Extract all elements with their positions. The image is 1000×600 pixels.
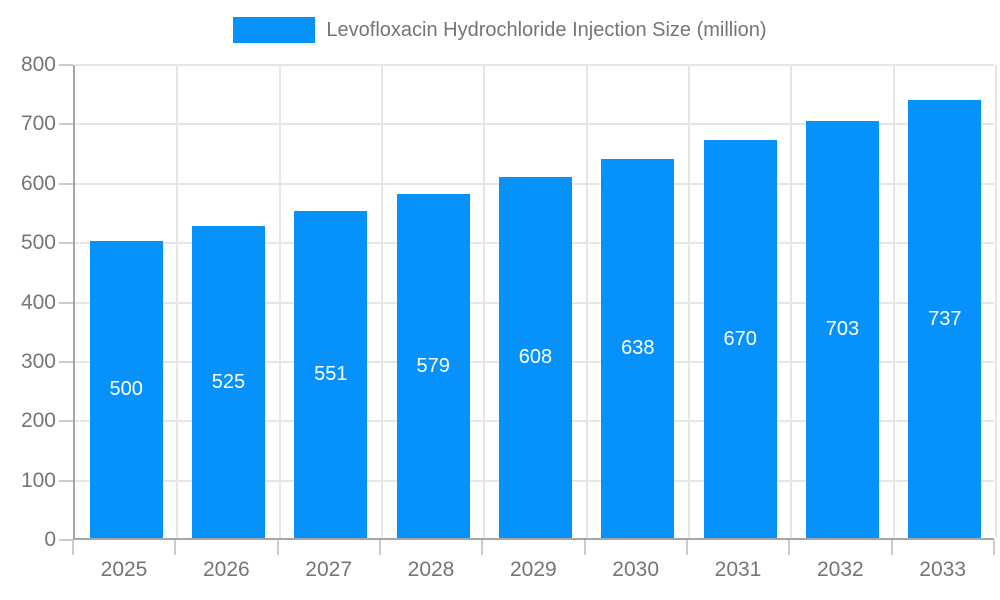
x-axis-tick bbox=[686, 540, 688, 555]
x-axis-tick bbox=[583, 540, 586, 555]
legend: Levofloxacin Hydrochloride Injection Siz… bbox=[0, 17, 1000, 43]
bar-value-label: 500 bbox=[109, 378, 143, 401]
x-axis-tick-label: 2030 bbox=[612, 558, 660, 581]
bar: 551 bbox=[294, 210, 368, 538]
x-axis-tick bbox=[174, 540, 177, 555]
y-axis-tick-label: 400 bbox=[20, 290, 56, 314]
gridline-vertical bbox=[585, 65, 588, 538]
x-axis-tick bbox=[379, 540, 381, 555]
x-axis-tick bbox=[890, 540, 893, 555]
bar: 638 bbox=[601, 159, 675, 538]
bar: 500 bbox=[89, 241, 163, 538]
y-axis-tick-label: 500 bbox=[20, 231, 56, 255]
bar-value-label: 638 bbox=[621, 337, 655, 360]
y-axis-tick bbox=[59, 479, 73, 482]
x-axis-tick-label: 2027 bbox=[305, 558, 353, 581]
y-axis-tick-label: 100 bbox=[20, 468, 56, 492]
gridline-vertical bbox=[483, 65, 486, 538]
bar: 525 bbox=[191, 226, 266, 538]
bar: 703 bbox=[805, 120, 880, 538]
legend-swatch-icon bbox=[233, 17, 316, 43]
y-axis-tick bbox=[59, 64, 73, 66]
gridline-vertical bbox=[995, 65, 997, 538]
bar-value-label: 670 bbox=[723, 327, 757, 350]
y-axis-tick bbox=[59, 301, 73, 304]
plot-area: 500 525 551 579 608 638 670 703 737 bbox=[73, 64, 997, 540]
x-axis-tick-label: 2029 bbox=[509, 558, 557, 581]
y-axis-tick bbox=[59, 242, 73, 245]
x-axis-tick-label: 2032 bbox=[816, 558, 864, 581]
y-axis-tick-label: 600 bbox=[20, 171, 56, 195]
y-axis-tick bbox=[59, 182, 73, 185]
bar: 579 bbox=[396, 194, 470, 538]
bar: 737 bbox=[908, 100, 982, 538]
bar-value-label: 737 bbox=[928, 307, 962, 330]
y-axis-tick-label: 200 bbox=[20, 409, 56, 433]
y-axis-tick bbox=[59, 360, 73, 363]
gridline-vertical bbox=[790, 65, 793, 538]
x-axis-tick bbox=[788, 540, 791, 555]
bar: 670 bbox=[703, 140, 777, 538]
gridline-vertical bbox=[176, 65, 179, 538]
gridline-vertical bbox=[892, 65, 895, 538]
x-axis-tick bbox=[72, 540, 74, 555]
x-axis-tick-label: 2033 bbox=[919, 558, 967, 581]
y-axis-tick bbox=[59, 420, 73, 423]
bar-value-label: 703 bbox=[825, 317, 860, 340]
x-axis-tick bbox=[993, 540, 995, 555]
gridline-horizontal bbox=[75, 64, 994, 66]
gridline-vertical bbox=[381, 65, 383, 538]
y-axis-tick bbox=[59, 539, 73, 541]
x-axis-tick-label: 2025 bbox=[100, 558, 148, 581]
bar-value-label: 525 bbox=[211, 370, 246, 393]
bar-value-label: 608 bbox=[518, 346, 553, 368]
gridline-vertical bbox=[688, 65, 690, 538]
legend-series-label: Levofloxacin Hydrochloride Injection Siz… bbox=[326, 19, 767, 41]
x-axis-tick bbox=[276, 540, 279, 555]
x-axis-tick bbox=[481, 540, 484, 555]
y-axis-tick-label: 300 bbox=[20, 349, 56, 373]
x-axis-tick-label: 2031 bbox=[714, 558, 762, 581]
y-axis-tick bbox=[59, 123, 73, 126]
x-axis-tick-label: 2028 bbox=[407, 558, 455, 581]
x-axis-tick-label: 2026 bbox=[202, 558, 250, 581]
bar-value-label: 579 bbox=[416, 354, 450, 377]
y-axis-tick-label: 800 bbox=[20, 53, 56, 76]
bar: 608 bbox=[498, 177, 573, 538]
y-axis-tick-label: 700 bbox=[20, 112, 56, 136]
bar-value-label: 551 bbox=[314, 362, 348, 385]
gridline-horizontal bbox=[75, 123, 994, 126]
gridline-vertical bbox=[278, 65, 281, 538]
y-axis-tick-label: 0 bbox=[44, 528, 56, 551]
